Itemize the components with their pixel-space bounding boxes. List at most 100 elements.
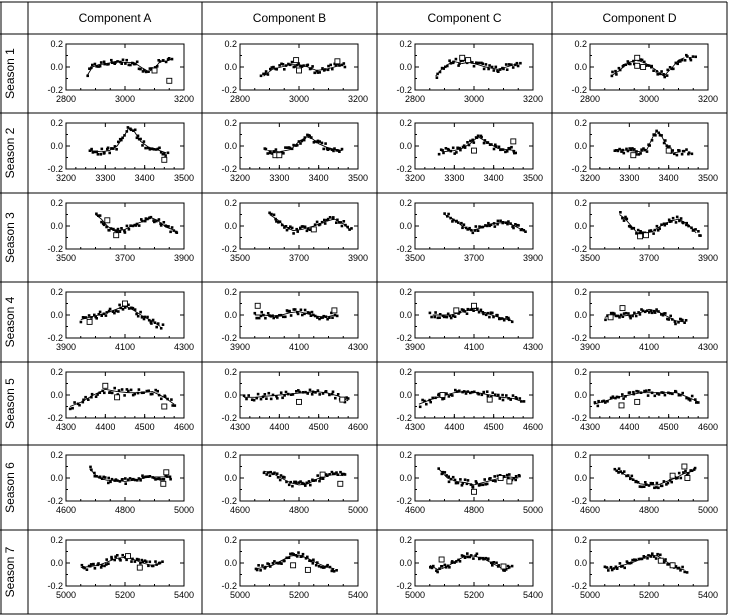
data-point	[479, 483, 482, 487]
data-point	[660, 223, 663, 226]
data-point	[423, 399, 426, 403]
plot-frame	[65, 291, 185, 339]
data-point	[668, 392, 672, 395]
data-point	[597, 399, 600, 403]
data-point	[472, 64, 476, 68]
data-point	[446, 64, 449, 68]
data-point	[519, 61, 522, 65]
open-square-point	[471, 488, 477, 495]
data-point	[458, 560, 462, 563]
data-point	[650, 311, 654, 315]
x-tick-label: 4500	[659, 422, 679, 432]
y-tick-label: 0.2	[399, 450, 412, 460]
x-tick-label: 3500	[580, 253, 600, 263]
data-point	[471, 138, 474, 142]
data-point	[489, 477, 492, 480]
data-point	[671, 216, 675, 220]
data-point	[84, 316, 88, 319]
data-point	[275, 68, 278, 71]
data-point	[436, 72, 439, 76]
data-point	[93, 474, 97, 478]
data-point	[437, 152, 441, 156]
data-point	[269, 397, 273, 401]
data-point	[117, 310, 120, 313]
data-point	[170, 398, 173, 401]
panel-s2-c4: -0.2 0.0 0.2 3200 3300 3400 3500	[571, 118, 718, 183]
data-point	[689, 469, 692, 472]
data-point	[278, 220, 282, 223]
plot-frame	[589, 43, 709, 91]
data-point	[670, 480, 673, 484]
data-point	[483, 478, 486, 481]
plot-frame	[239, 43, 359, 91]
data-point	[630, 474, 634, 478]
data-point	[622, 219, 626, 222]
data-point	[638, 313, 642, 316]
data-point	[296, 555, 299, 558]
data-point	[430, 566, 434, 570]
x-tick-label: 3900	[405, 342, 425, 352]
data-point	[99, 61, 103, 64]
data-point	[292, 65, 296, 69]
data-point	[657, 486, 660, 490]
open-square-point	[339, 396, 346, 403]
data-point	[276, 476, 280, 479]
data-point	[336, 473, 340, 476]
data-point	[290, 226, 294, 230]
y-tick-label: -0.2	[396, 413, 412, 423]
y-tick-label: -0.2	[396, 85, 412, 95]
panel-s3-c4: -0.2 0.0 0.2 3500 3700 3900	[571, 198, 718, 263]
data-point	[511, 394, 515, 397]
data-point	[105, 225, 108, 229]
data-point	[462, 223, 466, 226]
data-point	[617, 467, 621, 470]
data-point	[340, 63, 344, 67]
data-point	[155, 563, 158, 566]
data-point	[466, 228, 469, 231]
panel-s4-c2: -0.2 0.0 0.2 3900 4100 4300	[221, 287, 368, 352]
data-point	[687, 224, 690, 228]
data-point	[91, 151, 95, 154]
data-point	[126, 126, 130, 129]
data-point	[148, 67, 152, 70]
data-point	[459, 148, 462, 152]
data-point	[690, 152, 694, 156]
data-point	[614, 69, 617, 73]
data-point	[291, 484, 294, 488]
data-point	[137, 137, 141, 141]
data-point	[284, 390, 288, 394]
data-point	[632, 390, 635, 394]
x-tick-label: 3500	[523, 173, 543, 183]
data-point	[299, 480, 302, 483]
data-point	[614, 565, 618, 569]
column-header: Component D	[602, 11, 676, 25]
data-point	[429, 400, 432, 404]
data-point	[99, 153, 103, 156]
data-point	[484, 313, 488, 317]
open-square-point	[634, 398, 641, 405]
x-tick-label: 3300	[619, 173, 639, 183]
data-point	[655, 486, 658, 489]
data-point	[156, 477, 159, 481]
data-point	[311, 390, 315, 394]
data-point	[509, 222, 512, 225]
data-point	[645, 150, 649, 153]
data-point	[296, 312, 300, 316]
data-point	[155, 219, 158, 223]
data-point	[259, 314, 263, 318]
data-point	[154, 388, 157, 392]
data-point	[480, 135, 483, 139]
data-point	[266, 562, 269, 565]
data-point	[147, 475, 150, 478]
data-point	[108, 307, 112, 311]
x-tick-label: 3500	[230, 253, 250, 263]
data-point	[660, 70, 663, 73]
data-point	[267, 562, 271, 566]
data-point	[151, 564, 155, 568]
data-point	[117, 389, 121, 392]
panel-s3-c1: -0.2 0.0 0.2 3500 3700 3900	[47, 198, 194, 263]
data-point	[443, 212, 446, 215]
data-point	[275, 472, 279, 475]
data-point	[625, 560, 629, 563]
